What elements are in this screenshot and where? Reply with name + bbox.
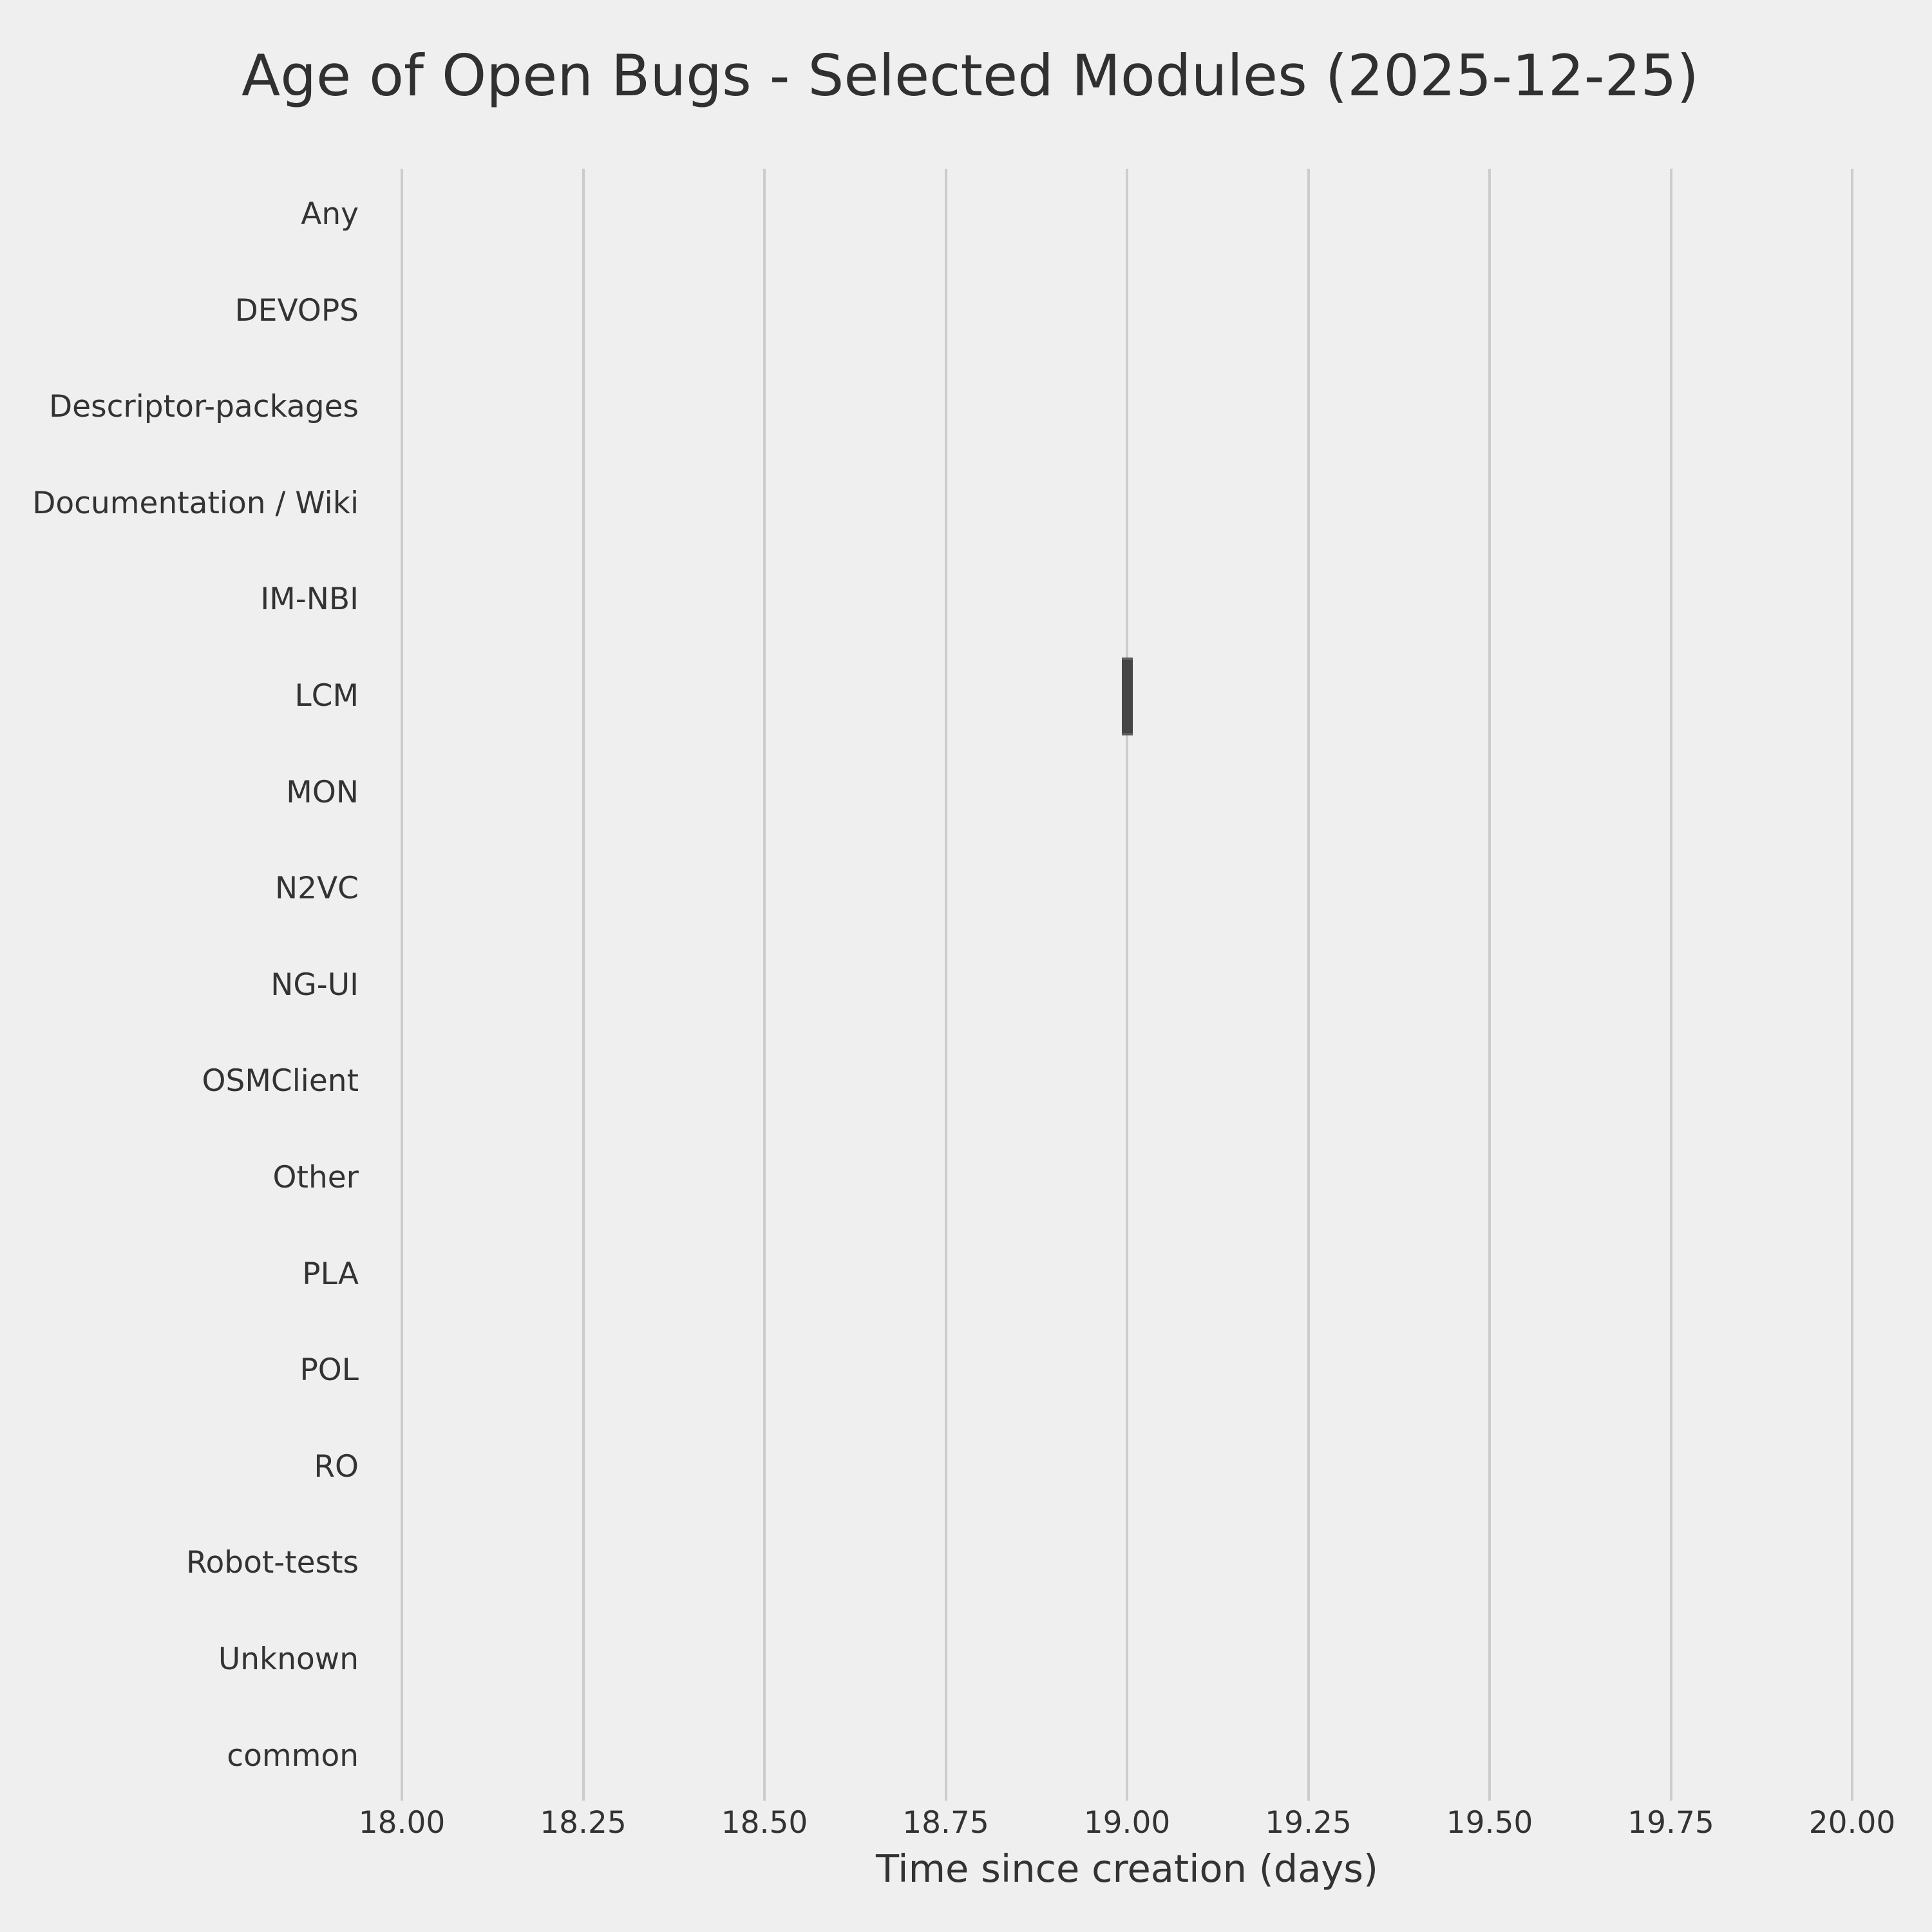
gridline xyxy=(1307,169,1310,1801)
y-tick-label: LCM xyxy=(294,678,359,714)
x-tick-label: 19.00 xyxy=(1083,1805,1171,1841)
gridline xyxy=(1851,169,1853,1801)
y-tick-label: N2VC xyxy=(274,871,359,907)
y-tick-label: OSMClient xyxy=(202,1063,359,1099)
x-tick-label: 18.00 xyxy=(358,1805,446,1841)
gridline xyxy=(401,169,403,1801)
x-tick-label: 19.75 xyxy=(1627,1805,1714,1841)
y-tick-label: common xyxy=(227,1738,359,1774)
y-tick-label: DEVOPS xyxy=(234,292,359,328)
gridline xyxy=(582,169,585,1801)
gridline xyxy=(1126,169,1128,1801)
y-tick-label: IM-NBI xyxy=(260,582,359,618)
boxplot-box-lcm xyxy=(1121,657,1133,735)
x-tick-label: 18.75 xyxy=(902,1805,989,1841)
x-axis-title: Time since creation (days) xyxy=(875,1846,1379,1891)
x-tick-label: 20.00 xyxy=(1808,1805,1896,1841)
y-tick-label: Other xyxy=(272,1160,359,1195)
gridline xyxy=(763,169,766,1801)
chart-title: Age of Open Bugs - Selected Modules (202… xyxy=(242,43,1699,109)
y-tick-label: Any xyxy=(301,196,359,232)
x-tick-label: 19.25 xyxy=(1265,1805,1352,1841)
y-tick-label: POL xyxy=(299,1352,359,1388)
y-tick-label: Unknown xyxy=(218,1642,359,1677)
y-tick-label: RO xyxy=(314,1448,359,1484)
y-tick-label: MON xyxy=(286,774,359,810)
x-tick-label: 18.25 xyxy=(540,1805,627,1841)
gridline xyxy=(1669,169,1672,1801)
y-tick-label: Documentation / Wiki xyxy=(32,485,359,521)
y-tick-label: Descriptor-packages xyxy=(48,389,359,425)
y-tick-label: NG-UI xyxy=(270,967,359,1003)
gridline xyxy=(1488,169,1491,1801)
y-tick-label: PLA xyxy=(302,1256,359,1292)
x-tick-label: 18.50 xyxy=(721,1805,808,1841)
gridline xyxy=(944,169,947,1801)
y-tick-label: Robot-tests xyxy=(185,1545,359,1581)
x-tick-label: 19.50 xyxy=(1446,1805,1533,1841)
